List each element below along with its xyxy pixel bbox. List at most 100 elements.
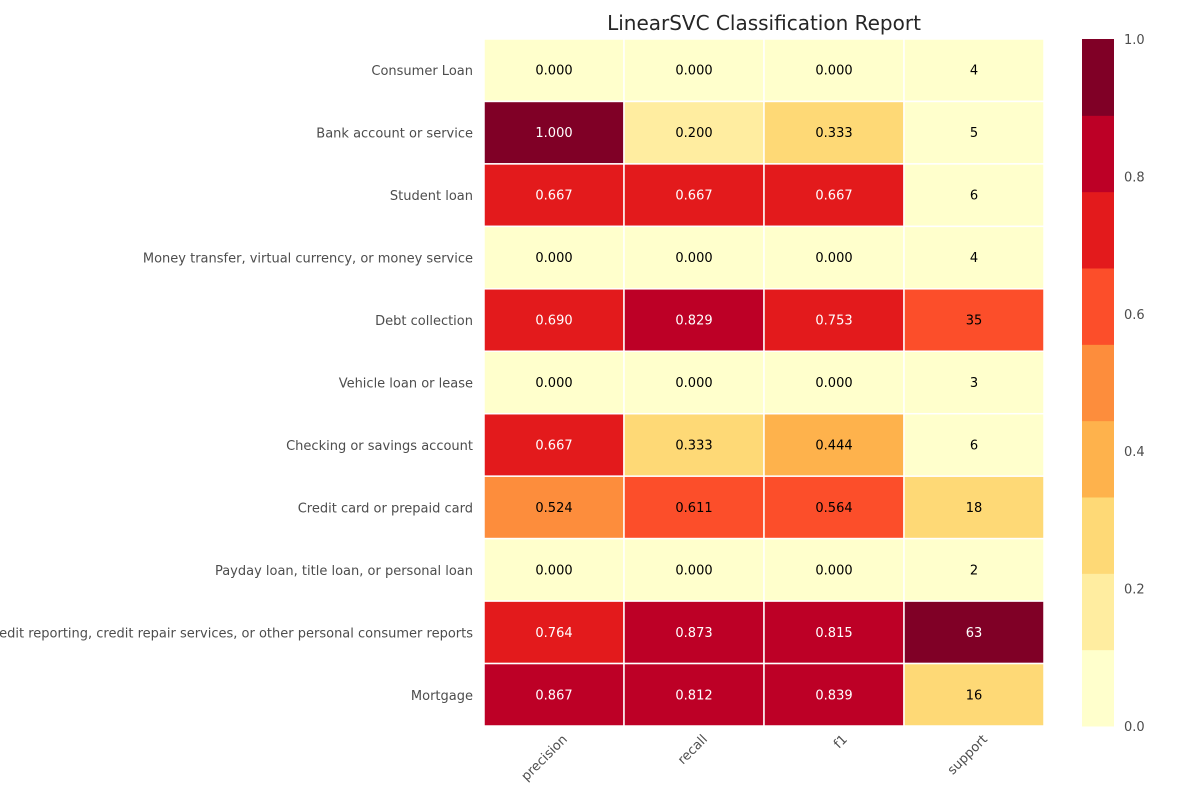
heatmap-cell xyxy=(903,350,1045,415)
cell-value-label: 4 xyxy=(970,251,978,266)
row-label: Consumer Loan xyxy=(371,64,473,79)
row-label: Credit card or prepaid card xyxy=(298,501,473,516)
cell-value-label: 35 xyxy=(966,314,983,329)
column-label: f1 xyxy=(831,732,851,752)
heatmap-cell xyxy=(763,475,905,540)
heatmap-cell xyxy=(483,600,625,665)
heatmap-cell xyxy=(623,225,765,290)
cell-value-label: 0.564 xyxy=(815,501,852,516)
colorbar-tick-label: 0.4 xyxy=(1124,445,1145,460)
cell-value-label: 0.667 xyxy=(675,189,712,204)
cell-value-label: 0.753 xyxy=(815,314,852,329)
cell-value-label: 0.000 xyxy=(535,563,572,578)
heatmap-cell xyxy=(763,350,905,415)
cell-value-label: 6 xyxy=(970,438,978,453)
cell-value-label: 6 xyxy=(970,189,978,204)
heatmap-cell xyxy=(623,100,765,165)
heatmap-cell xyxy=(483,475,625,540)
cell-value-label: 0.690 xyxy=(535,314,572,329)
row-label: Vehicle loan or lease xyxy=(339,377,473,392)
column-labels: precision recall f1 support xyxy=(519,732,991,784)
heatmap-cell xyxy=(903,662,1045,727)
cell-value-label: 0.333 xyxy=(675,438,712,453)
heatmap-cell xyxy=(483,662,625,727)
colorbar-tick-label: 0.2 xyxy=(1124,583,1145,598)
cell-value-label: 0.000 xyxy=(815,563,852,578)
cell-value-label: 0.867 xyxy=(535,688,572,703)
heatmap-cell xyxy=(483,412,625,477)
row-label: Money transfer, virtual currency, or mon… xyxy=(143,252,473,267)
heatmap-cell xyxy=(763,38,905,103)
cell-value-label: 0.839 xyxy=(815,688,852,703)
row-label: Bank account or service xyxy=(316,127,473,142)
cell-value-label: 0.444 xyxy=(815,438,852,453)
colorbar-segment xyxy=(1082,191,1114,269)
cell-value-label: 0.667 xyxy=(535,438,572,453)
heatmap-cell xyxy=(623,350,765,415)
heatmap-cell xyxy=(623,163,765,228)
cell-value-label: 2 xyxy=(970,563,978,578)
cell-value-label: 4 xyxy=(970,64,978,79)
colorbar-segment xyxy=(1082,649,1114,727)
colorbar-segment xyxy=(1082,39,1114,116)
cell-value-label: 0.000 xyxy=(535,251,572,266)
cell-value-label: 3 xyxy=(970,376,978,391)
cell-value-label: 0.815 xyxy=(815,626,852,641)
cell-value-label: 0.000 xyxy=(535,64,572,79)
cell-value-label: 1.000 xyxy=(535,126,572,141)
heatmap-cell xyxy=(903,163,1045,228)
colorbar-tick-label: 1.0 xyxy=(1124,33,1145,48)
heatmap-cell xyxy=(903,100,1045,165)
cell-value-label: 0.000 xyxy=(815,64,852,79)
heatmap-cell xyxy=(903,600,1045,665)
heatmap-cell xyxy=(763,412,905,477)
cell-value-label: 0.000 xyxy=(675,563,712,578)
cell-value-label: 0.873 xyxy=(675,626,712,641)
colorbar-tick-label: 0.0 xyxy=(1124,720,1145,735)
cell-value-label: 0.200 xyxy=(675,126,712,141)
row-label: Debt collection xyxy=(375,314,473,329)
heatmap-cell xyxy=(903,412,1045,477)
cell-value-label: 0.000 xyxy=(675,64,712,79)
heatmap-cell xyxy=(763,662,905,727)
row-label: Credit reporting, credit repair services… xyxy=(0,626,473,641)
cell-value-label: 5 xyxy=(970,126,978,141)
heatmap-cell xyxy=(903,288,1045,353)
row-label: Mortgage xyxy=(411,689,473,704)
heatmap-cell xyxy=(623,38,765,103)
cell-value-label: 0.333 xyxy=(815,126,852,141)
cell-value-label: 18 xyxy=(966,501,983,516)
colorbar-segment xyxy=(1082,420,1114,498)
heatmap-cell xyxy=(623,288,765,353)
cell-value-label: 0.000 xyxy=(815,251,852,266)
colorbar-tick-label: 0.6 xyxy=(1124,308,1145,323)
column-label: recall xyxy=(675,732,711,768)
column-label: support xyxy=(945,732,991,778)
cell-value-label: 0.000 xyxy=(675,376,712,391)
row-labels: Consumer Loan Bank account or service Stud… xyxy=(0,64,473,704)
colorbar-segment xyxy=(1082,497,1114,574)
colorbar-segment xyxy=(1082,573,1114,651)
cell-value-label: 0.611 xyxy=(675,501,712,516)
cell-value-label: 0.524 xyxy=(535,501,572,516)
row-label: Student loan xyxy=(390,189,473,204)
cell-value-label: 0.000 xyxy=(815,376,852,391)
heatmap-cell xyxy=(903,537,1045,602)
cell-value-label: 63 xyxy=(966,626,983,641)
cell-value-label: 0.829 xyxy=(675,314,712,329)
heatmap-cell xyxy=(623,662,765,727)
heatmap-cell xyxy=(903,225,1045,290)
heatmap-cell xyxy=(483,288,625,353)
colorbar-tick-label: 0.8 xyxy=(1124,170,1145,185)
cell-value-label: 0.764 xyxy=(535,626,572,641)
colorbar-segment xyxy=(1082,115,1114,193)
heatmap-cell xyxy=(763,288,905,353)
colorbar: 0.0 0.2 0.4 0.6 0.8 1.0 xyxy=(1082,33,1145,735)
chart-title: LinearSVC Classification Report xyxy=(607,11,921,35)
colorbar-segment xyxy=(1082,268,1114,345)
cell-value-label: 0.812 xyxy=(675,688,712,703)
heatmap-cells: 0.000 0.000 0.000 4 1.000 0.200 0.333 5 0.667 0.6… xyxy=(483,38,1045,727)
row-label: Checking or savings account xyxy=(286,439,473,454)
cell-value-label: 0.667 xyxy=(535,189,572,204)
